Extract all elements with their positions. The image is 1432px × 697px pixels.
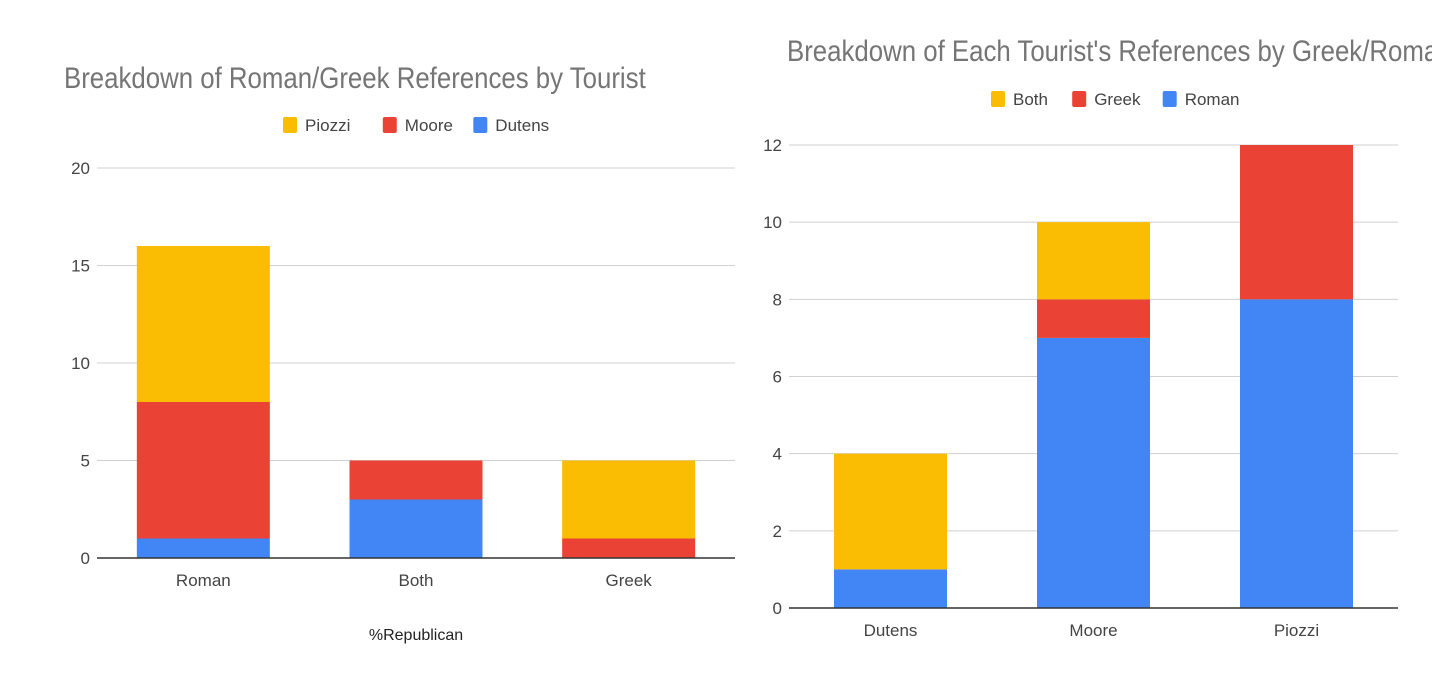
legend-label-piozzi: Piozzi — [305, 116, 350, 135]
chart-title: Breakdown of Roman/Greek References by T… — [64, 62, 646, 95]
y-tick-label: 5 — [81, 452, 90, 471]
legend-swatch-piozzi — [283, 117, 297, 133]
legend-label-greek: Greek — [1094, 90, 1141, 109]
legend-label-roman: Roman — [1185, 90, 1240, 109]
bar-moore-both — [349, 460, 483, 500]
legend-swatch-roman — [1162, 91, 1177, 107]
bar-roman-dutens — [834, 569, 947, 608]
x-tick-label: Both — [399, 571, 434, 590]
bar-piozzi-roman — [136, 246, 270, 402]
legend-label-both: Both — [1013, 90, 1048, 109]
y-tick-label: 15 — [71, 257, 90, 276]
legend-label-moore: Moore — [405, 116, 453, 135]
bar-moore-roman — [136, 402, 270, 539]
chart-left: Breakdown of Roman/Greek References by T… — [64, 62, 735, 644]
bar-dutens-both — [349, 499, 483, 558]
chart-plot: 0 5 10 15 20 Roman Both Greek %Republican Piozzi M… — [71, 116, 735, 644]
x-tick-label: Dutens — [864, 621, 918, 640]
chart-plot: 0 2 4 6 8 10 12 Dutens Moore Piozzi Both Greek Roman — [763, 90, 1398, 640]
y-tick-label: 20 — [71, 159, 90, 178]
bar-both-moore — [1037, 222, 1150, 300]
bar-dutens-roman — [136, 538, 270, 558]
y-tick-label: 10 — [71, 354, 90, 373]
y-tick-label: 4 — [773, 445, 782, 464]
y-tick-label: 10 — [763, 213, 782, 232]
x-tick-label: Piozzi — [1274, 621, 1319, 640]
chart-right: Breakdown of Each Tourist's References b… — [740, 0, 1432, 692]
bar-piozzi-greek — [562, 460, 696, 539]
y-tick-label: 12 — [763, 136, 782, 155]
x-tick-label: Roman — [176, 571, 231, 590]
bar-roman-moore — [1037, 337, 1150, 608]
legend-swatch-greek — [1072, 91, 1087, 107]
legend-swatch-both — [991, 91, 1005, 107]
legend-swatch-moore — [382, 117, 397, 133]
x-tick-label: Moore — [1069, 621, 1117, 640]
bar-roman-piozzi — [1240, 299, 1353, 608]
x-tick-label: Greek — [606, 571, 653, 590]
bar-both-dutens — [834, 453, 947, 570]
legend-swatch-dutens — [473, 117, 488, 133]
bar-greek-moore — [1037, 299, 1150, 338]
chart-title: Breakdown of Each Tourist's References b… — [787, 35, 1432, 68]
bar-greek-piozzi — [1240, 145, 1353, 300]
legend-label-dutens: Dutens — [495, 116, 549, 135]
x-axis-title: %Republican — [369, 627, 463, 644]
y-tick-label: 6 — [773, 368, 782, 387]
y-tick-label: 0 — [81, 549, 90, 568]
y-tick-label: 0 — [773, 599, 782, 618]
y-tick-label: 8 — [773, 290, 782, 309]
y-tick-label: 2 — [773, 522, 782, 541]
bar-moore-greek — [562, 538, 696, 558]
